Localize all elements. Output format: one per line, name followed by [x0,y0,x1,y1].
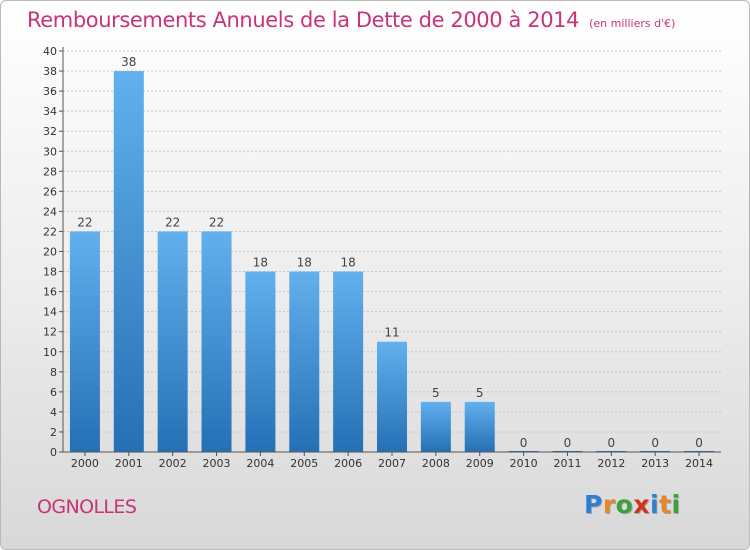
chart-title: Remboursements Annuels de la Dette de 20… [27,8,675,32]
bar-value-label: 11 [384,326,399,340]
x-tick-label: 2007 [378,457,406,470]
bar [420,401,451,452]
bar-value-label: 0 [520,436,528,450]
bar-value-label: 18 [297,256,312,270]
logo-letter: x [633,490,650,519]
logo-letter: P [584,490,603,519]
x-tick-label: 2010 [510,457,538,470]
x-tick-label: 2011 [553,457,581,470]
y-tick-label: 40 [43,45,57,58]
x-tick-label: 2000 [71,457,99,470]
y-tick-label: 18 [43,266,57,279]
x-tick-label: 2001 [115,457,143,470]
y-tick-label: 38 [43,65,57,78]
proxiti-logo: Proxiti [584,490,681,519]
y-tick-label: 6 [50,386,57,399]
x-tick-label: 2004 [246,457,274,470]
bar [157,231,188,452]
bar-value-label: 0 [564,436,572,450]
y-tick-label: 32 [43,125,57,138]
bar [113,71,144,453]
y-tick-label: 8 [50,366,57,379]
bar-value-label: 5 [432,386,440,400]
x-tick-label: 2006 [334,457,362,470]
y-tick-label: 34 [43,105,57,118]
logo-letter: i [650,490,660,519]
y-tick-label: 36 [43,85,57,98]
bar-value-label: 18 [340,256,355,270]
bar-value-label: 22 [209,215,224,229]
bar-value-label: 0 [695,436,703,450]
bar [69,231,100,452]
title-text: Remboursements Annuels de la Dette de 20… [27,8,580,32]
y-tick-label: 14 [43,306,57,319]
axes: 0246810121416182022242628303234363840200… [43,45,721,470]
x-tick-label: 2013 [641,457,669,470]
y-tick-label: 0 [50,446,57,459]
y-tick-label: 22 [43,225,57,238]
x-tick-label: 2002 [159,457,187,470]
city-name: OGNOLLES [37,496,137,518]
bar [464,401,495,452]
logo-letter: t [659,490,672,519]
bar-value-label: 0 [651,436,659,450]
y-tick-label: 4 [50,406,57,419]
logo-letter: i [671,490,681,519]
y-tick-label: 16 [43,286,57,299]
x-tick-label: 2012 [597,457,625,470]
bar-value-label: 5 [476,386,484,400]
y-tick-label: 24 [43,205,57,218]
bar [201,231,232,452]
bar-value-label: 38 [121,55,136,69]
bars: 22 38 22 22 18 18 18 11 5 5 0 0 0 0 0 [69,55,715,453]
bar [245,271,276,452]
x-tick-label: 2014 [685,457,713,470]
bar [333,271,364,452]
logo-letter: o [615,490,634,519]
logo-letter: r [602,490,616,519]
x-tick-label: 2009 [466,457,494,470]
bar-value-label: 22 [165,215,180,229]
bar [289,271,320,452]
x-tick-label: 2003 [203,457,231,470]
bar [377,341,407,452]
y-tick-label: 10 [43,346,57,359]
x-tick-label: 2005 [290,457,318,470]
bar-value-label: 22 [77,215,92,229]
y-tick-label: 20 [43,246,57,259]
bar-value-label: 18 [253,256,268,270]
y-tick-label: 2 [50,426,57,439]
title-unit: (en milliers d'€) [589,17,676,30]
bar-value-label: 0 [608,436,616,450]
y-tick-label: 30 [43,145,57,158]
y-tick-label: 28 [43,165,57,178]
y-tick-label: 12 [43,326,57,339]
y-tick-label: 26 [43,185,57,198]
x-tick-label: 2008 [422,457,450,470]
